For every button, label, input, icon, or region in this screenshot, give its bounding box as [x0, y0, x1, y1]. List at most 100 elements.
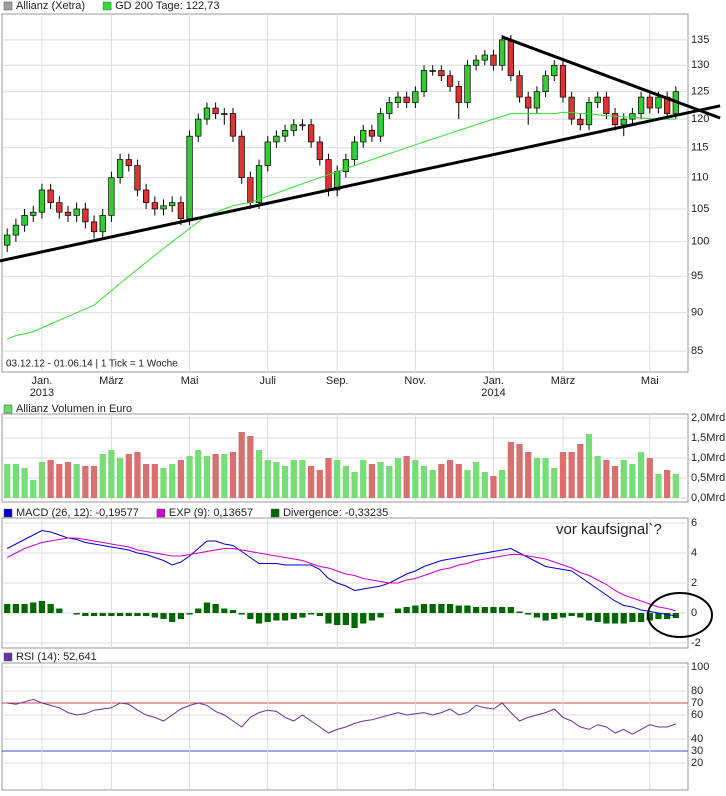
bar	[420, 604, 428, 614]
bar	[151, 464, 158, 498]
trendline	[0, 104, 721, 263]
bar	[299, 613, 306, 618]
candle-body	[212, 107, 219, 114]
bar	[646, 613, 653, 621]
bar	[472, 607, 480, 614]
y-tick-label: 80	[691, 685, 703, 697]
bar	[308, 613, 315, 615]
y-tick-label: 2,0Mrd	[691, 412, 725, 424]
candle-body	[655, 96, 662, 109]
legend-swatch	[270, 508, 280, 518]
bar	[525, 452, 532, 498]
bar	[620, 613, 627, 624]
bar	[160, 468, 167, 498]
bar	[203, 456, 211, 498]
candle-body	[90, 221, 98, 233]
bar	[533, 458, 541, 498]
candle-body	[629, 113, 636, 120]
bar	[30, 480, 37, 498]
candle-body	[559, 64, 567, 98]
bar	[377, 613, 384, 618]
bar	[394, 608, 402, 614]
y-tick-label: 0,0Mrd	[691, 492, 725, 504]
candle-body	[516, 75, 523, 98]
x-tick-label: Sep.	[326, 375, 349, 387]
bar	[646, 458, 653, 498]
candle-body	[316, 141, 323, 160]
candle-body	[221, 113, 228, 115]
bar	[21, 604, 28, 614]
candle-body	[490, 54, 497, 66]
candle-body	[507, 39, 514, 77]
y-tick-label: 0,5Mrd	[691, 472, 725, 484]
bar	[316, 613, 323, 617]
bar	[629, 613, 636, 623]
bar	[499, 607, 506, 614]
bar	[516, 444, 523, 498]
bar	[47, 460, 54, 498]
y-tick-label: 130	[691, 59, 709, 71]
bar	[368, 613, 376, 621]
candle-body	[4, 234, 11, 246]
bar	[403, 456, 410, 498]
y-tick-label: 20	[691, 757, 703, 769]
bar	[169, 613, 176, 623]
bar	[325, 458, 332, 498]
bar	[568, 452, 575, 498]
y-tick-label: 2	[691, 577, 697, 589]
candle-body	[637, 96, 645, 114]
bar	[125, 613, 132, 617]
bar	[186, 613, 193, 615]
legend-swatch	[3, 508, 13, 518]
candle-body	[134, 165, 141, 191]
bar	[464, 470, 471, 498]
candle-body	[568, 96, 575, 120]
bar	[160, 613, 167, 620]
bar	[38, 462, 46, 498]
candle-body	[481, 54, 488, 61]
y-tick-label: 110	[691, 172, 709, 184]
candle-body	[247, 177, 254, 203]
x-tick-label: März	[551, 375, 575, 387]
bar	[594, 613, 601, 623]
legend-label: Allianz Volumen in Euro	[16, 403, 132, 415]
bar	[273, 613, 280, 621]
bar	[472, 462, 480, 498]
candle-body	[203, 107, 211, 120]
bar	[12, 464, 20, 498]
candle-body	[229, 113, 237, 137]
candle-body	[368, 130, 376, 137]
candle-body	[238, 135, 245, 179]
candle-body	[64, 211, 72, 216]
candle-body	[255, 165, 263, 203]
bar	[490, 476, 497, 498]
y-tick-label: 1,0Mrd	[691, 452, 725, 464]
bar	[551, 468, 558, 498]
bar	[334, 460, 341, 498]
bar	[143, 464, 150, 498]
candle-body	[290, 124, 297, 131]
bar	[82, 613, 89, 617]
bar	[446, 604, 454, 614]
candle-body	[108, 177, 115, 216]
bar	[99, 454, 106, 498]
legend-swatch	[156, 508, 166, 518]
bar	[38, 601, 46, 614]
y-tick-label: 115	[691, 142, 709, 154]
bar	[299, 460, 306, 498]
bar	[664, 613, 671, 620]
bar	[611, 466, 619, 498]
bar	[429, 604, 436, 614]
legend-label: GD 200 Tage: 122,73	[115, 0, 219, 12]
candle-body	[446, 75, 454, 87]
bar	[637, 452, 645, 498]
bar	[90, 613, 98, 617]
series-line	[7, 698, 676, 735]
candle-body	[56, 202, 63, 213]
annotation: vor kaufsignal`?	[556, 521, 662, 538]
bar	[542, 613, 549, 621]
candle-body	[281, 130, 289, 137]
bar	[568, 613, 575, 617]
y-tick-label: -2	[691, 637, 701, 649]
bar	[82, 466, 89, 498]
